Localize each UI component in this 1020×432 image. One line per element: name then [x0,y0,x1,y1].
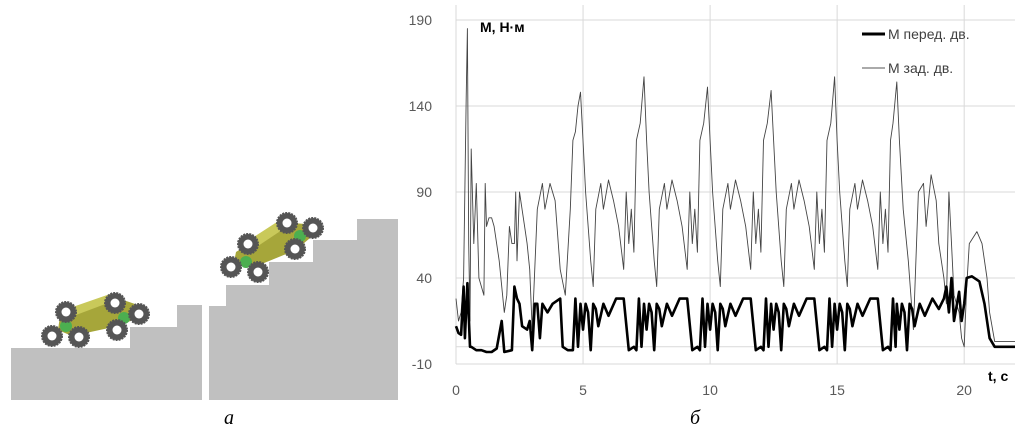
x-tick-label: 0 [452,382,460,398]
x-tick-labels: 0 5 10 15 20 [452,382,972,398]
y-tick-label: 90 [416,184,432,200]
x-tick-label: 10 [702,382,718,398]
robot-left [41,292,150,348]
x-tick-label: 15 [829,382,845,398]
legend-label-front: М перед. дв. [888,26,970,42]
grid [455,5,1015,365]
stairs-left [11,305,202,400]
legend-label-rear: М зад. дв. [888,60,953,76]
x-tick-label: 20 [956,382,972,398]
y-tick-label: 140 [409,98,433,114]
y-tick-label: 40 [416,270,432,286]
chart: -10 40 90 140 190 0 5 10 15 20 M, Н·м t, c М пер… [409,5,1015,429]
stairs-right [209,219,398,400]
x-axis-label: t, c [988,368,1008,384]
y-tick-labels: -10 40 90 140 190 [409,12,433,372]
y-tick-label: 190 [409,12,433,28]
panel-a-illustration: a [11,212,398,429]
series-line-rear-motor [455,28,1015,348]
y-tick-label: -10 [412,356,432,372]
x-tick-label: 5 [579,382,587,398]
series-lines [454,28,1015,354]
legend: М перед. дв. М зад. дв. [862,26,970,76]
panel-b-label: б [690,407,701,429]
series-line-front-motor [454,274,1015,354]
panel-a-label: a [224,407,234,429]
y-axis-label: M, Н·м [480,19,525,35]
robot-right [220,212,324,283]
